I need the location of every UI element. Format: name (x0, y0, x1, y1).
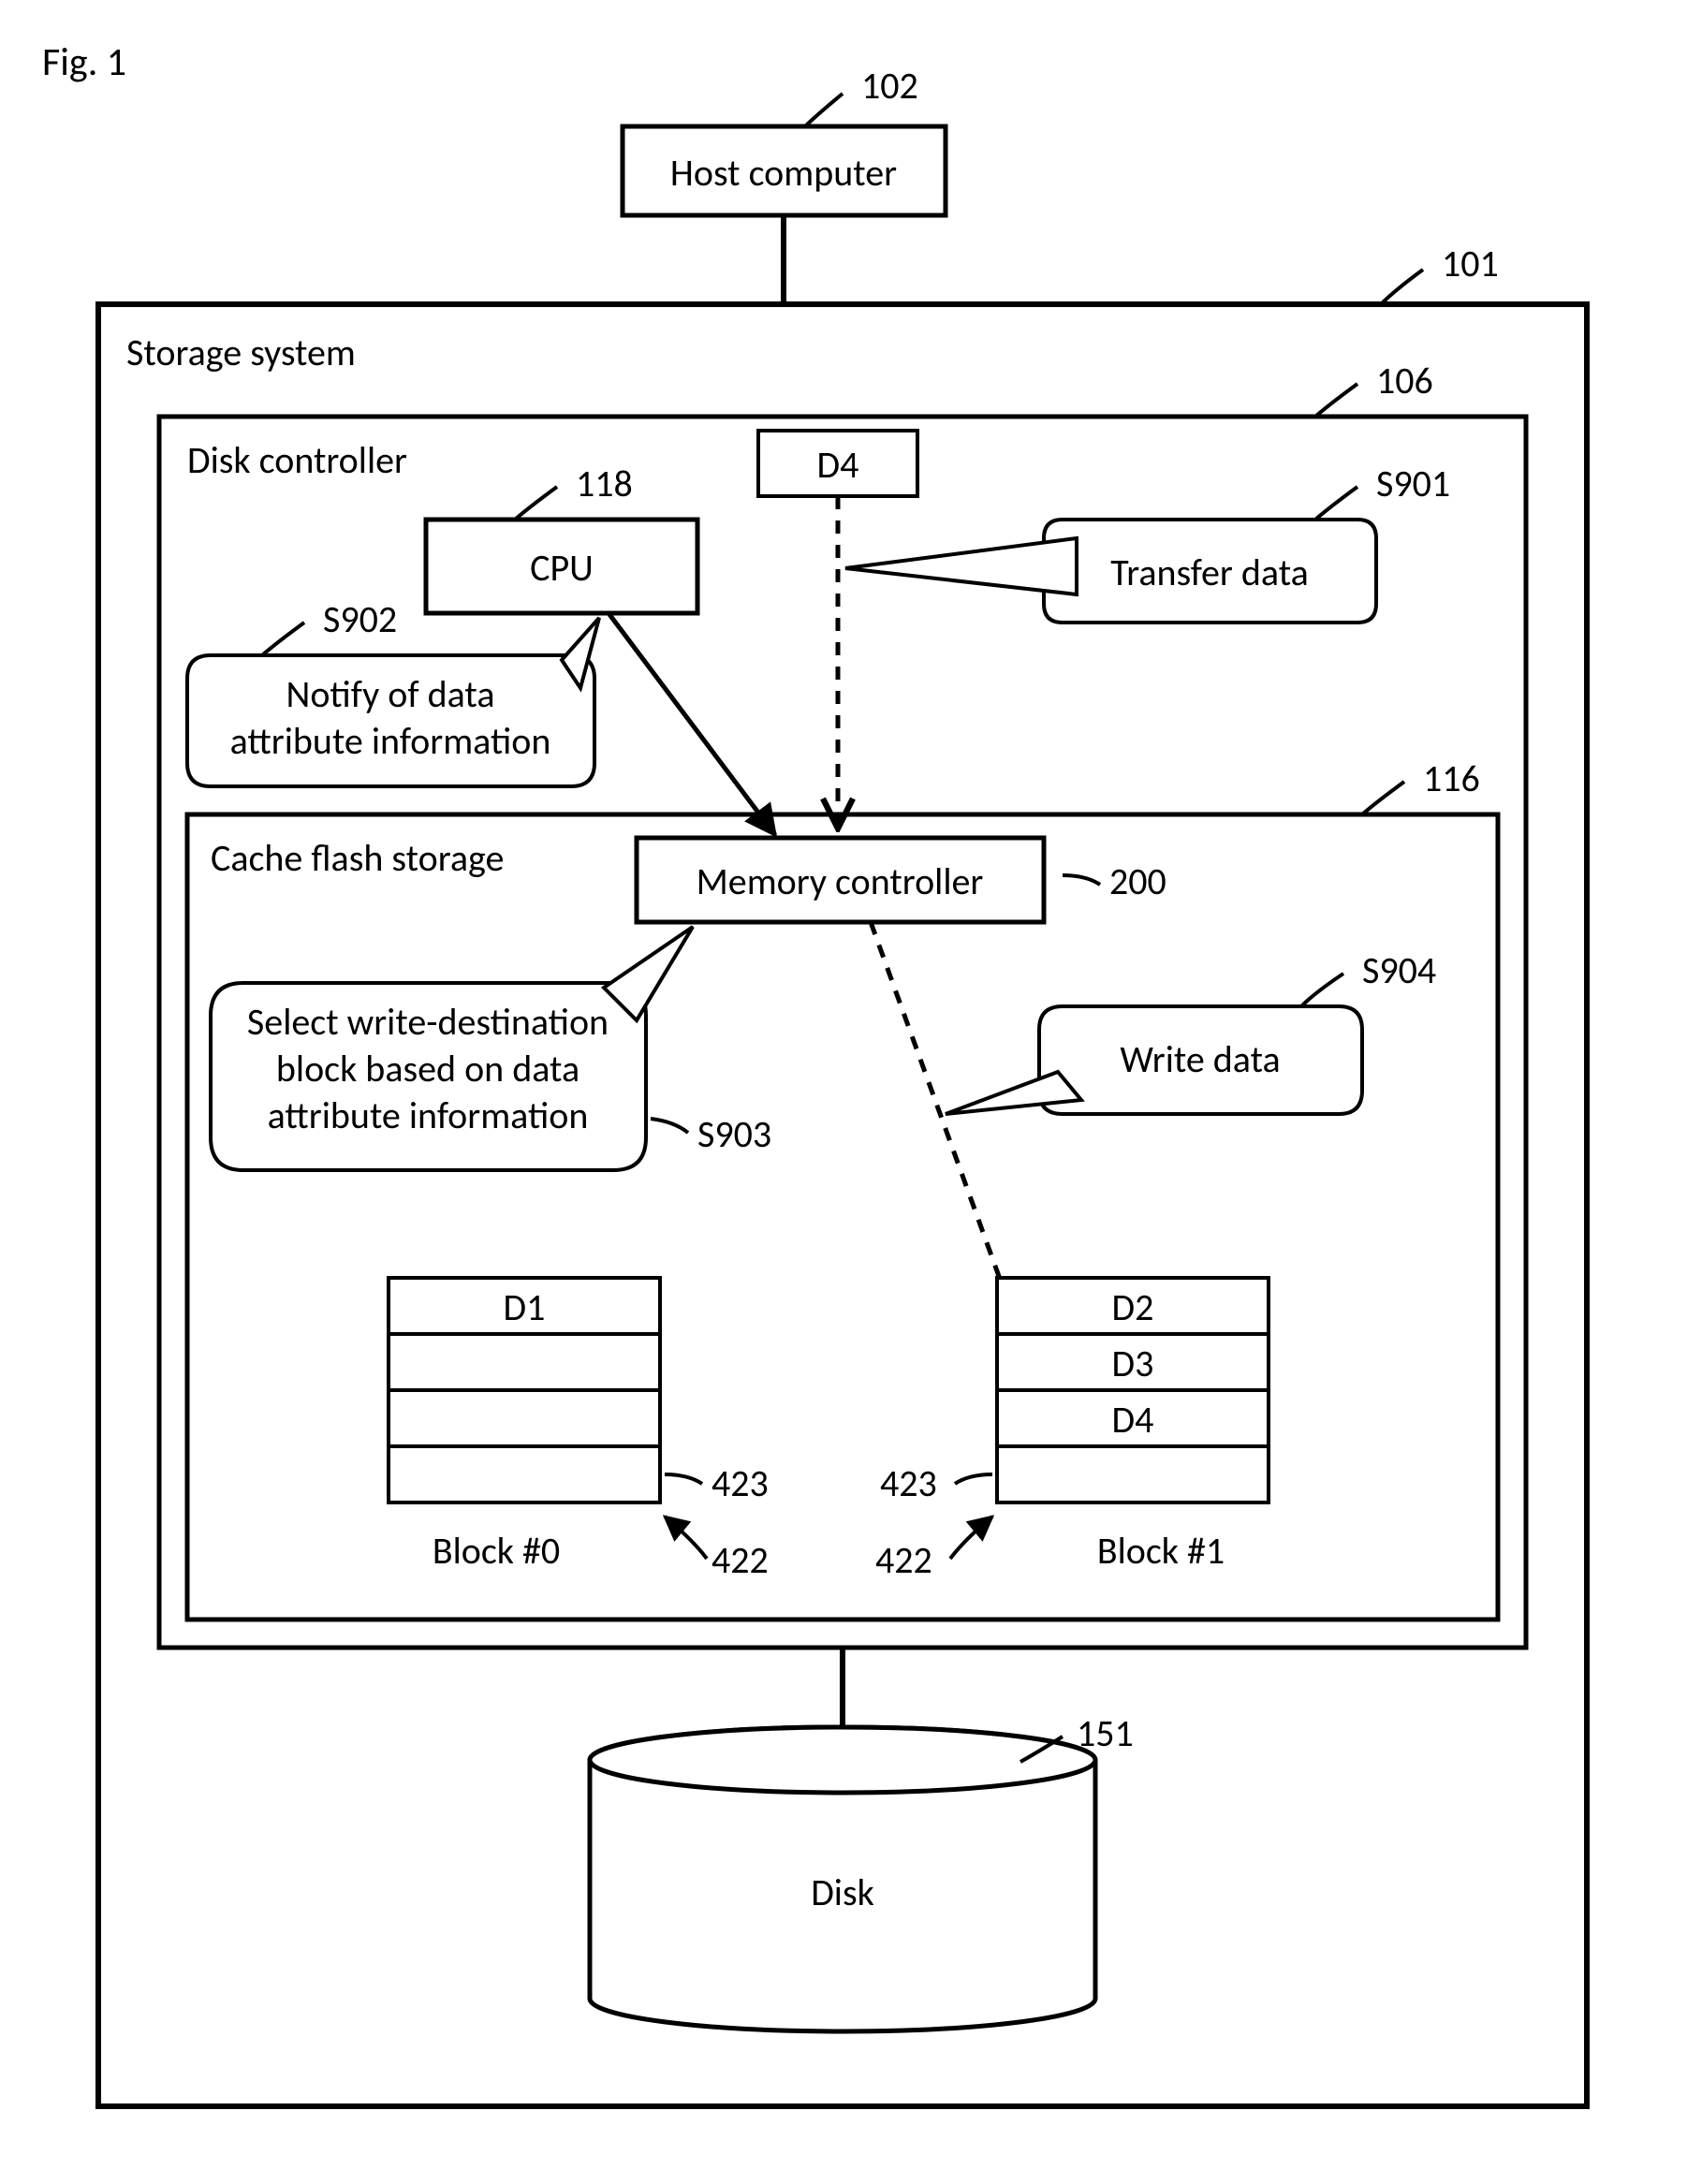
ref-s902: S902 (323, 596, 397, 642)
ref-151: 151 (1077, 1710, 1134, 1756)
memory-controller-box: Memory controller (637, 838, 1044, 922)
block1-label: Block #1 (1097, 1528, 1225, 1574)
ref-423-b: 423 (880, 1460, 937, 1506)
callout-write-text: Write data (1120, 1036, 1280, 1082)
block0-r0: D1 (504, 1284, 546, 1330)
ref-101: 101 (1442, 241, 1499, 286)
disk-cylinder: Disk (590, 1727, 1095, 2031)
block1-r1: D3 (1112, 1341, 1154, 1386)
ref-200: 200 (1109, 858, 1166, 904)
callout-select-l3: attribute information (268, 1092, 589, 1138)
block0-label: Block #0 (433, 1528, 560, 1574)
ref-423-a: 423 (711, 1460, 769, 1506)
ref-422-b: 422 (875, 1537, 932, 1583)
ref-422-a: 422 (711, 1537, 769, 1583)
cpu-label: CPU (530, 545, 594, 591)
ref-s903: S903 (697, 1111, 771, 1157)
callout-notify-l2: attribute information (230, 718, 551, 764)
ref-102: 102 (861, 63, 918, 109)
d4-box: D4 (758, 431, 917, 496)
ref-leader-102 (805, 94, 843, 126)
cpu-box: CPU (426, 520, 697, 613)
callout-notify-l1: Notify of data (286, 671, 495, 717)
ref-106: 106 (1376, 358, 1433, 403)
host-computer-label: Host computer (670, 150, 897, 196)
cache-flash-box (187, 814, 1498, 1620)
ref-116: 116 (1423, 755, 1480, 801)
callout-select-l2: block based on data (276, 1046, 579, 1092)
ref-s904: S904 (1362, 947, 1436, 993)
storage-system-label: Storage system (126, 330, 356, 375)
figure-label: Fig. 1 (42, 38, 126, 86)
ref-s901: S901 (1376, 461, 1450, 506)
callout-select-l1: Select write-destination (247, 999, 609, 1045)
ref-118: 118 (576, 461, 633, 506)
disk-controller-label: Disk controller (187, 437, 407, 483)
disk-label: Disk (811, 1869, 874, 1915)
cache-flash-label: Cache flash storage (211, 835, 504, 881)
callout-transfer-text: Transfer data (1110, 550, 1309, 595)
block1-r0: D2 (1112, 1284, 1154, 1330)
ref-leader-101 (1381, 270, 1423, 304)
memory-controller-label: Memory controller (697, 858, 984, 904)
block1-r2: D4 (1112, 1397, 1154, 1443)
d4-label: D4 (817, 442, 859, 488)
host-computer-box: Host computer (623, 126, 946, 215)
